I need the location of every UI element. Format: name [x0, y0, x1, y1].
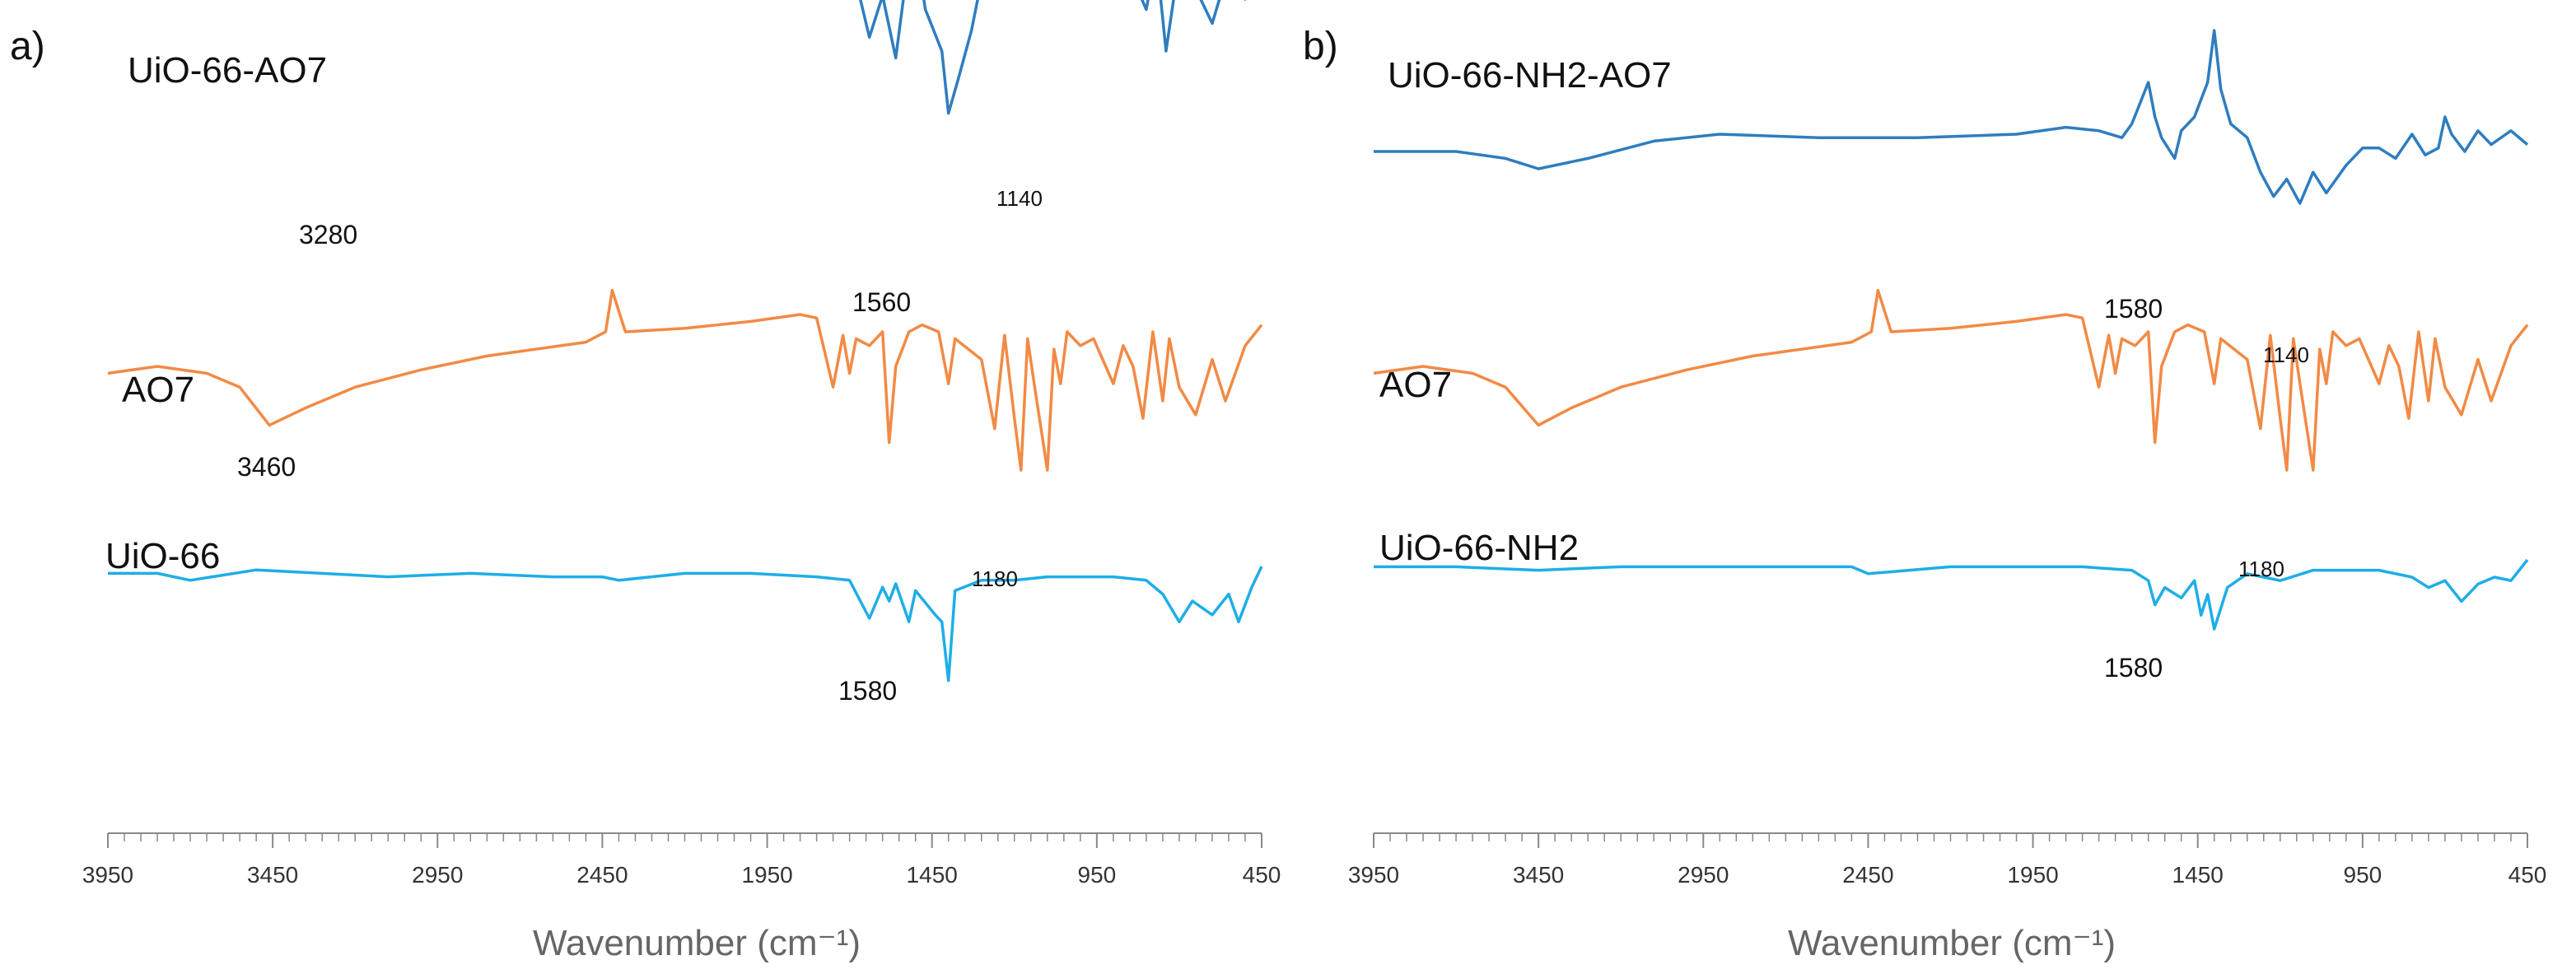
- x-tick-label-3450-b: 3450: [1513, 862, 1564, 888]
- spectrum-uio66-nh2-ao7: [1374, 29, 2529, 205]
- x-tick-label-950: 950: [1078, 862, 1117, 888]
- peak-label-1180-b: 1180: [2238, 557, 2284, 581]
- x-tick-label-1950-b: 1950: [2007, 862, 2058, 888]
- peak-label-3460: 3460: [237, 452, 296, 482]
- spectrum-uio66-nh2: [1374, 558, 2529, 631]
- x-axis-title-a: Wavenumber (cm⁻¹): [533, 923, 861, 963]
- series-label-uio66-ao7: UiO-66-AO7: [128, 50, 327, 91]
- spectrum-ao7-b: [1373, 288, 2529, 472]
- spectrum-uio66: [108, 566, 1263, 683]
- x-tick-label-1950: 1950: [741, 862, 792, 888]
- panel-a-label: a): [10, 25, 45, 68]
- x-tick-label-450: 450: [1243, 862, 1281, 888]
- peak-label-1580-b-top: 1580: [2104, 294, 2163, 324]
- x-tick-label-2950-b: 2950: [1678, 862, 1729, 888]
- spectrum-uio66-ao7: [859, 0, 1247, 115]
- peak-label-1580-a: 1580: [838, 676, 897, 706]
- x-tick-label-2450: 2450: [576, 862, 628, 888]
- series-label-uio66-nh2: UiO-66-NH2: [1379, 528, 1579, 568]
- x-tick-label-2950: 2950: [412, 862, 463, 888]
- x-tick-label-3950: 3950: [82, 862, 133, 888]
- x-tick-label-3950-b: 3950: [1348, 862, 1399, 888]
- x-axis-title-b: Wavenumber (cm⁻¹): [1788, 923, 2116, 963]
- x-tick-label-1450-b: 1450: [2172, 862, 2224, 888]
- x-tick-labels-a: 3950 3450 2950 2450 1950 1450 950 450: [82, 862, 1281, 888]
- peak-label-1140: 1140: [996, 186, 1043, 211]
- x-tick-label-2450-b: 2450: [1842, 862, 1893, 888]
- x-tick-label-1450: 1450: [907, 862, 958, 888]
- peak-label-3280: 3280: [299, 220, 357, 249]
- x-axis-minor-ticks-a: [107, 833, 1262, 848]
- panel-b: b) UiO-66-NH2-AO7 AO7 UiO-66-NH2 1580 11…: [1303, 25, 2546, 963]
- x-tick-label-450-b: 450: [2508, 862, 2547, 888]
- spectrum-ao7-a: [107, 288, 1263, 472]
- peak-label-1140-b: 1140: [2263, 343, 2309, 367]
- x-tick-labels-b: 3950 3450 2950 2450 1950 1450 950 450: [1348, 862, 2547, 888]
- x-tick-label-950-b: 950: [2344, 862, 2382, 888]
- x-axis-minor-ticks-b: [1373, 833, 2528, 848]
- panel-b-label: b): [1303, 25, 1338, 68]
- peak-label-1560: 1560: [852, 287, 911, 317]
- panel-a: a) UiO-66-AO7 AO7 UiO-66 3280 1560 1140 …: [10, 0, 1281, 963]
- series-label-ao7-a: AO7: [122, 370, 194, 410]
- series-label-uio66-nh2-ao7: UiO-66-NH2-AO7: [1388, 55, 1672, 96]
- x-tick-label-3450: 3450: [247, 862, 298, 888]
- peak-label-1180-a: 1180: [972, 566, 1018, 591]
- peak-label-1580-b: 1580: [2104, 653, 2163, 683]
- series-label-uio66: UiO-66: [105, 536, 220, 576]
